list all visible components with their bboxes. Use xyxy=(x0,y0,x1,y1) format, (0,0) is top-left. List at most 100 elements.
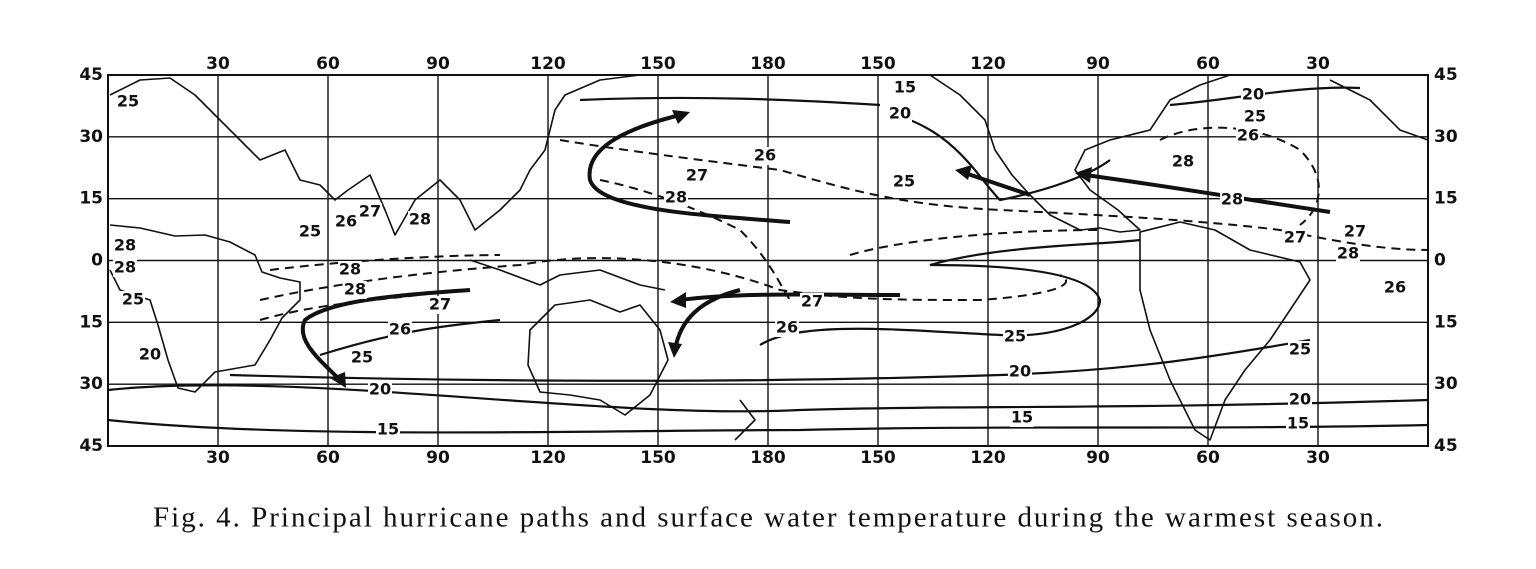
longitude-label: 120 xyxy=(530,54,566,74)
longitude-label: 120 xyxy=(970,54,1006,74)
longitude-label: 90 xyxy=(1086,54,1110,74)
continents xyxy=(109,74,1429,441)
isotherm-label: 28 xyxy=(339,260,361,279)
longitude-label: 180 xyxy=(750,448,786,468)
label-background xyxy=(1236,127,1260,145)
label-background xyxy=(1343,223,1367,241)
longitude-label: 60 xyxy=(316,54,340,74)
isotherm-label: 20 xyxy=(889,104,911,123)
isotherm-label: 26 xyxy=(754,146,776,165)
latitude-label: 45 xyxy=(79,65,103,85)
isotherm-label: 27 xyxy=(1284,228,1306,247)
label-background xyxy=(338,261,362,279)
isotherm xyxy=(229,338,1311,382)
label-background xyxy=(893,79,917,97)
isotherm-label: 20 xyxy=(1242,85,1264,104)
latitude-label: 30 xyxy=(79,374,103,394)
label-background xyxy=(334,213,358,231)
isotherm-label: 25 xyxy=(893,172,915,191)
label-background xyxy=(1288,391,1312,409)
longitude-label: 60 xyxy=(316,448,340,468)
latitude-label: 0 xyxy=(91,251,103,271)
longitude-label: 90 xyxy=(426,448,450,468)
south-america xyxy=(1139,221,1311,441)
australia xyxy=(527,299,669,416)
longitude-label: 90 xyxy=(426,54,450,74)
latitude-label: 15 xyxy=(1434,312,1458,332)
longitude-label: 60 xyxy=(1196,448,1220,468)
hurricane-path xyxy=(587,113,791,224)
isotherm-label: 25 xyxy=(351,348,373,367)
latitude-label: 45 xyxy=(79,436,103,456)
longitude-label: 120 xyxy=(970,448,1006,468)
label-background xyxy=(1336,245,1360,263)
isotherm-label: 20 xyxy=(1289,390,1311,409)
longitude-label: 30 xyxy=(206,54,230,74)
label-background xyxy=(775,319,799,337)
isotherm-label: 28 xyxy=(665,188,687,207)
label-background xyxy=(888,105,912,123)
isotherm-label: 26 xyxy=(389,320,411,339)
label-background xyxy=(1288,341,1312,359)
label-background xyxy=(1283,229,1307,247)
isotherm-label: 25 xyxy=(299,222,321,241)
label-background xyxy=(1220,191,1244,209)
isotherm xyxy=(559,139,1429,251)
europe xyxy=(1329,79,1429,141)
isotherm-label: 15 xyxy=(1011,408,1033,427)
arrow-head xyxy=(670,292,686,308)
isotherm-label: 25 xyxy=(1004,327,1026,346)
isotherm-label: 28 xyxy=(1337,244,1359,263)
hurricane-paths xyxy=(300,110,1331,388)
arrow-head xyxy=(1075,167,1092,183)
isotherm xyxy=(259,257,1067,302)
label-background xyxy=(664,189,688,207)
label-background xyxy=(408,211,432,229)
isotherm-label: 25 xyxy=(1289,340,1311,359)
isotherm-label: 20 xyxy=(139,345,161,364)
label-background xyxy=(1383,279,1407,297)
longitude-label: 90 xyxy=(1086,448,1110,468)
label-background xyxy=(1241,86,1265,104)
longitude-label: 180 xyxy=(750,54,786,74)
arrow-head xyxy=(672,110,690,124)
latitude-label: 30 xyxy=(1434,374,1458,394)
africa xyxy=(109,224,301,393)
label-background xyxy=(343,281,367,299)
isotherm-label: 26 xyxy=(335,212,357,231)
arrow-head xyxy=(668,342,682,358)
label-background xyxy=(358,203,382,221)
isotherm-label: 26 xyxy=(776,318,798,337)
isotherm-label: 15 xyxy=(1287,414,1309,433)
isotherm-label: 27 xyxy=(429,295,451,314)
label-background xyxy=(1243,108,1267,126)
longitude-label: 120 xyxy=(530,448,566,468)
longitude-label: 30 xyxy=(206,448,230,468)
label-background xyxy=(388,321,412,339)
latitude-label: 30 xyxy=(79,127,103,147)
isotherm xyxy=(107,418,1429,434)
isotherm-label: 26 xyxy=(1384,278,1406,297)
label-background xyxy=(1171,153,1195,171)
label-background xyxy=(800,293,824,311)
longitude-label: 150 xyxy=(860,54,896,74)
label-background xyxy=(892,173,916,191)
label-background xyxy=(368,381,392,399)
isotherm xyxy=(259,254,501,321)
isotherm-label: 27 xyxy=(359,202,381,221)
latitude-label: 15 xyxy=(1434,189,1458,209)
label-background xyxy=(298,223,322,241)
longitude-label: 30 xyxy=(1306,448,1330,468)
longitude-label: 60 xyxy=(1196,54,1220,74)
hurricane-path xyxy=(673,288,741,351)
latitude-label: 45 xyxy=(1434,436,1458,456)
isotherm-label: 26 xyxy=(1237,126,1259,145)
label-background xyxy=(428,296,452,314)
caption: Fig. 4. Principal hurricane paths and su… xyxy=(153,502,1383,534)
isotherm-label: 15 xyxy=(894,78,916,97)
isotherm xyxy=(599,126,1320,301)
label-background xyxy=(1008,363,1032,381)
isotherm-label: 28 xyxy=(114,258,136,277)
longitude-label: 150 xyxy=(640,448,676,468)
isotherm-label: 25 xyxy=(117,92,139,111)
